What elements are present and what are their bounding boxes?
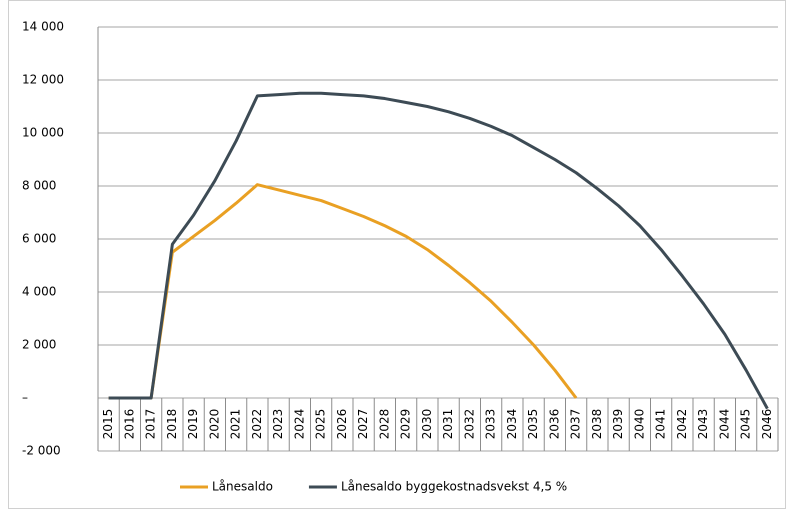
y-tick-label: 8 000 xyxy=(22,179,56,193)
y-tick-label: – xyxy=(22,391,28,405)
x-tick-label: 2024 xyxy=(292,409,306,440)
y-tick-label: 2 000 xyxy=(22,338,56,352)
series-line xyxy=(108,183,578,400)
x-tick-label: 2035 xyxy=(526,409,540,440)
y-tick-label: -2 000 xyxy=(22,444,61,458)
x-tick-label: 2037 xyxy=(569,409,583,440)
x-tick-label: 2025 xyxy=(314,409,328,440)
series-line xyxy=(108,91,769,410)
x-tick-label: 2038 xyxy=(590,409,604,440)
x-tick-label: 2021 xyxy=(229,409,243,440)
x-tick-label: 2030 xyxy=(420,409,434,440)
x-tick-label: 2045 xyxy=(739,409,753,440)
x-tick-label: 2036 xyxy=(547,409,561,440)
x-tick-label: 2044 xyxy=(717,409,731,440)
x-tick-label: 2029 xyxy=(399,409,413,440)
x-tick-label: 2031 xyxy=(441,409,455,440)
x-tick-label: 2016 xyxy=(122,409,136,440)
x-tick-label: 2039 xyxy=(611,409,625,440)
x-tick-label: 2040 xyxy=(632,409,646,440)
x-tick-label: 2034 xyxy=(505,409,519,440)
x-tick-label: 2017 xyxy=(144,409,158,440)
legend-label: Lånesaldo xyxy=(212,480,273,494)
x-tick-label: 2033 xyxy=(484,409,498,440)
x-tick-label: 2027 xyxy=(356,409,370,440)
x-tick-label: 2042 xyxy=(675,409,689,440)
y-tick-label: 6 000 xyxy=(22,232,56,246)
x-tick-label: 2046 xyxy=(760,409,774,440)
x-tick-label: 2026 xyxy=(335,409,349,440)
x-tick-label: 2023 xyxy=(271,409,285,440)
y-tick-label: 12 000 xyxy=(22,73,64,87)
x-tick-label: 2043 xyxy=(696,409,710,440)
y-tick-label: 10 000 xyxy=(22,126,64,140)
y-tick-label: 14 000 xyxy=(22,20,64,34)
x-tick-label: 2041 xyxy=(654,409,668,440)
x-tick-label: 2018 xyxy=(165,409,179,440)
x-tick-label: 2032 xyxy=(462,409,476,440)
x-tick-label: 2022 xyxy=(250,409,264,440)
x-tick-label: 2015 xyxy=(101,409,115,440)
x-tick-label: 2028 xyxy=(377,409,391,440)
x-tick-label: 2020 xyxy=(207,409,221,440)
y-tick-label: 4 000 xyxy=(22,285,56,299)
legend-label: Lånesaldo byggekostnadsvekst 4,5 % xyxy=(341,480,567,494)
x-tick-label: 2019 xyxy=(186,409,200,440)
